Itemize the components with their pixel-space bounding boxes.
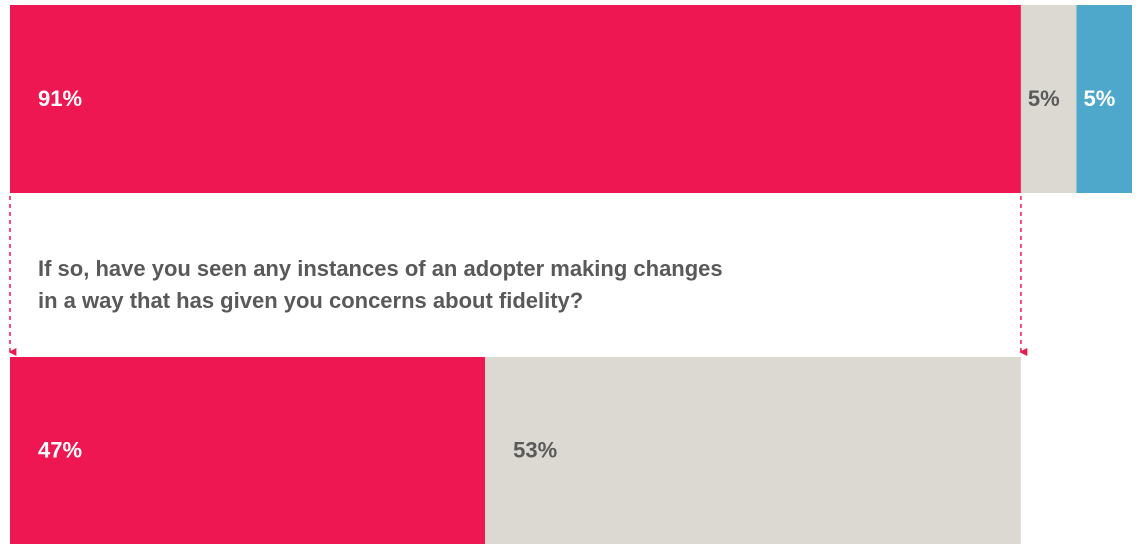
question-line: If so, have you seen any instances of an… — [38, 256, 723, 281]
value-label: 5% — [1028, 86, 1060, 111]
value-label: 53% — [513, 437, 557, 462]
value-label: 91% — [38, 86, 82, 111]
bar-segment — [10, 357, 486, 544]
bar-segment — [10, 5, 1021, 193]
bar-segment — [1020, 5, 1077, 193]
value-label: 5% — [1083, 86, 1115, 111]
question-line: in a way that has given you concerns abo… — [38, 288, 583, 313]
bar-segment — [1076, 5, 1132, 193]
value-label: 47% — [38, 437, 82, 462]
bar-segment — [485, 357, 1021, 544]
